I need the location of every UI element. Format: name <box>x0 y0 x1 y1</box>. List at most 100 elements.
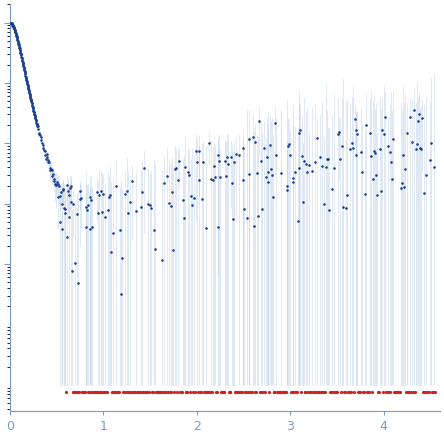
Point <box>353 126 360 133</box>
Point <box>255 118 262 125</box>
Point <box>78 389 85 396</box>
Point <box>23 78 30 85</box>
Point <box>240 176 247 183</box>
Point <box>197 389 204 396</box>
Point <box>198 389 205 396</box>
Point <box>8 20 16 27</box>
Point <box>214 151 221 158</box>
Point <box>393 389 400 396</box>
Point <box>133 389 140 396</box>
Point <box>95 209 102 216</box>
Point <box>13 35 20 42</box>
Point <box>400 184 408 191</box>
Point <box>41 148 48 155</box>
Point <box>265 178 272 185</box>
Point <box>71 389 79 396</box>
Point <box>18 52 25 59</box>
Point <box>163 172 170 179</box>
Point <box>347 389 354 396</box>
Point <box>75 389 83 396</box>
Point <box>92 389 99 396</box>
Point <box>35 129 42 136</box>
Point <box>10 24 17 31</box>
Point <box>18 55 25 62</box>
Point <box>385 389 392 396</box>
Point <box>79 389 86 396</box>
Point <box>124 389 131 396</box>
Point <box>154 389 161 396</box>
Point <box>275 389 282 396</box>
Point <box>21 69 28 76</box>
Point <box>56 183 63 190</box>
Point <box>418 114 425 121</box>
Point <box>27 92 34 99</box>
Point <box>374 389 381 396</box>
Point <box>329 185 336 192</box>
Point <box>125 209 132 216</box>
Point <box>14 38 21 45</box>
Point <box>430 389 437 396</box>
Point <box>120 389 127 396</box>
Point <box>400 151 407 158</box>
Point <box>186 171 193 178</box>
Point <box>23 76 30 83</box>
Point <box>202 389 209 396</box>
Point <box>131 389 139 396</box>
Point <box>340 389 347 396</box>
Point <box>26 89 33 96</box>
Point <box>230 215 237 222</box>
Point <box>158 389 165 396</box>
Point <box>32 114 39 121</box>
Point <box>17 50 24 57</box>
Point <box>337 389 345 396</box>
Point <box>74 389 81 396</box>
Point <box>42 152 49 159</box>
Point <box>31 110 38 117</box>
Point <box>57 189 64 196</box>
Point <box>152 389 159 396</box>
Point <box>36 131 43 138</box>
Point <box>8 20 15 27</box>
Point <box>99 208 106 215</box>
Point <box>225 389 232 396</box>
Point <box>302 389 309 396</box>
Point <box>178 389 185 396</box>
Point <box>419 389 426 396</box>
Point <box>338 142 345 149</box>
Point <box>354 130 361 137</box>
Point <box>365 389 372 396</box>
Point <box>303 160 310 167</box>
Point <box>428 140 435 147</box>
Point <box>352 152 359 159</box>
Point <box>390 135 397 142</box>
Point <box>91 389 98 396</box>
Point <box>190 389 197 396</box>
Point <box>389 175 396 182</box>
Point <box>52 181 59 188</box>
Point <box>416 144 423 151</box>
Point <box>88 389 95 396</box>
Point <box>15 39 22 46</box>
Point <box>39 141 46 148</box>
Point <box>362 191 369 198</box>
Point <box>33 120 40 127</box>
Point <box>323 163 330 170</box>
Point <box>192 148 199 155</box>
Point <box>297 126 304 133</box>
Point <box>135 389 143 396</box>
Point <box>311 158 318 165</box>
Point <box>47 166 54 173</box>
Point <box>427 157 434 164</box>
Point <box>28 100 35 107</box>
Point <box>146 389 153 396</box>
Point <box>102 214 109 221</box>
Point <box>70 389 77 396</box>
Point <box>382 389 389 396</box>
Point <box>22 73 29 80</box>
Point <box>413 141 420 148</box>
Point <box>364 389 371 396</box>
Point <box>34 125 41 132</box>
Point <box>292 169 299 176</box>
Point <box>16 44 23 51</box>
Point <box>312 389 319 396</box>
